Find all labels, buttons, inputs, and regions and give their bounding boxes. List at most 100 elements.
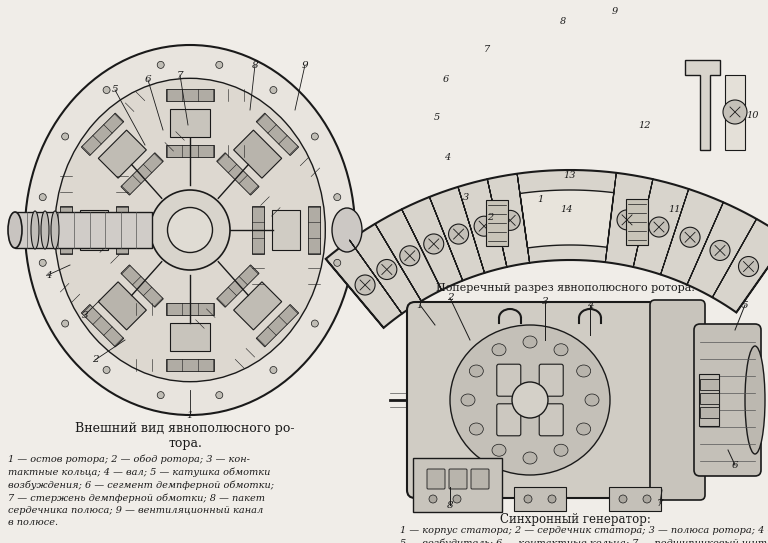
FancyBboxPatch shape <box>700 393 719 403</box>
Polygon shape <box>685 60 720 150</box>
Circle shape <box>429 495 437 503</box>
Circle shape <box>680 228 700 247</box>
Ellipse shape <box>216 61 223 68</box>
Circle shape <box>710 241 730 261</box>
Ellipse shape <box>311 133 319 140</box>
Ellipse shape <box>39 260 46 267</box>
Text: 9: 9 <box>302 60 308 70</box>
Polygon shape <box>81 210 108 250</box>
Circle shape <box>739 256 759 276</box>
Ellipse shape <box>332 208 362 252</box>
FancyBboxPatch shape <box>514 487 566 511</box>
Ellipse shape <box>150 190 230 270</box>
Ellipse shape <box>577 365 591 377</box>
Polygon shape <box>725 75 745 150</box>
Polygon shape <box>217 265 259 307</box>
Text: 14: 14 <box>561 205 573 214</box>
Text: 13: 13 <box>564 171 576 180</box>
Text: Синхронный генератор:: Синхронный генератор: <box>499 513 650 526</box>
Circle shape <box>377 260 397 280</box>
Ellipse shape <box>25 45 355 415</box>
FancyBboxPatch shape <box>497 364 521 396</box>
Text: 7: 7 <box>657 498 664 508</box>
Ellipse shape <box>103 86 110 93</box>
FancyBboxPatch shape <box>413 458 502 512</box>
Text: 3: 3 <box>463 193 469 203</box>
Polygon shape <box>166 359 214 371</box>
Polygon shape <box>61 206 72 254</box>
Ellipse shape <box>554 444 568 456</box>
Ellipse shape <box>450 325 610 475</box>
Polygon shape <box>170 323 210 351</box>
Text: 4: 4 <box>444 154 450 162</box>
Text: 11: 11 <box>669 205 681 214</box>
Circle shape <box>500 210 520 230</box>
Text: 4: 4 <box>45 270 51 280</box>
Text: Поперечный разрез явнополюсного ротора.: Поперечный разрез явнополюсного ротора. <box>435 283 694 293</box>
Text: 7: 7 <box>177 71 184 79</box>
Circle shape <box>619 495 627 503</box>
Polygon shape <box>116 206 128 254</box>
Polygon shape <box>170 109 210 137</box>
FancyBboxPatch shape <box>626 199 648 245</box>
Circle shape <box>524 495 532 503</box>
FancyBboxPatch shape <box>539 364 563 396</box>
Ellipse shape <box>216 392 223 399</box>
Polygon shape <box>520 190 614 248</box>
Ellipse shape <box>167 207 213 252</box>
Circle shape <box>548 495 556 503</box>
Text: 5: 5 <box>434 113 440 123</box>
Ellipse shape <box>585 394 599 406</box>
Ellipse shape <box>461 394 475 406</box>
Ellipse shape <box>8 212 22 248</box>
FancyBboxPatch shape <box>407 302 663 498</box>
Ellipse shape <box>270 367 277 374</box>
FancyBboxPatch shape <box>609 487 661 511</box>
Ellipse shape <box>577 423 591 435</box>
Text: Внешний вид явнополюсного ро-
тора.: Внешний вид явнополюсного ро- тора. <box>75 422 295 450</box>
Circle shape <box>649 217 669 237</box>
Ellipse shape <box>41 211 49 249</box>
Polygon shape <box>166 89 214 100</box>
Circle shape <box>400 246 420 266</box>
Text: 7: 7 <box>484 46 490 54</box>
FancyBboxPatch shape <box>449 469 467 489</box>
FancyBboxPatch shape <box>694 324 761 476</box>
Text: 1 — корпус статора; 2 — сердечник статора; 3 — полюса ротора; 4 — вал;
5 — возбу: 1 — корпус статора; 2 — сердечник статор… <box>400 526 768 543</box>
Circle shape <box>617 210 637 230</box>
Polygon shape <box>81 113 124 155</box>
Polygon shape <box>121 153 164 195</box>
Circle shape <box>449 224 468 244</box>
Ellipse shape <box>311 320 319 327</box>
Text: 1: 1 <box>417 300 423 310</box>
Ellipse shape <box>745 346 765 454</box>
Text: 1: 1 <box>537 195 543 205</box>
Polygon shape <box>272 210 300 250</box>
Polygon shape <box>257 113 299 155</box>
Text: 10: 10 <box>746 110 760 119</box>
FancyBboxPatch shape <box>699 374 719 426</box>
Polygon shape <box>15 212 152 248</box>
Text: 4: 4 <box>587 300 594 310</box>
Ellipse shape <box>523 336 537 348</box>
Polygon shape <box>166 144 214 157</box>
Polygon shape <box>252 206 263 254</box>
Ellipse shape <box>103 367 110 374</box>
FancyBboxPatch shape <box>700 378 719 389</box>
Ellipse shape <box>334 260 341 267</box>
Circle shape <box>424 234 444 254</box>
Ellipse shape <box>469 365 483 377</box>
FancyBboxPatch shape <box>539 404 563 436</box>
Ellipse shape <box>334 194 341 201</box>
Polygon shape <box>217 153 259 195</box>
Ellipse shape <box>61 133 68 140</box>
FancyBboxPatch shape <box>650 300 705 500</box>
FancyBboxPatch shape <box>427 469 445 489</box>
Ellipse shape <box>55 78 326 382</box>
FancyBboxPatch shape <box>486 200 508 246</box>
Text: 5: 5 <box>742 300 748 310</box>
Polygon shape <box>257 305 299 347</box>
Text: 3: 3 <box>541 298 548 306</box>
Text: 6: 6 <box>144 75 151 85</box>
Polygon shape <box>233 130 282 178</box>
